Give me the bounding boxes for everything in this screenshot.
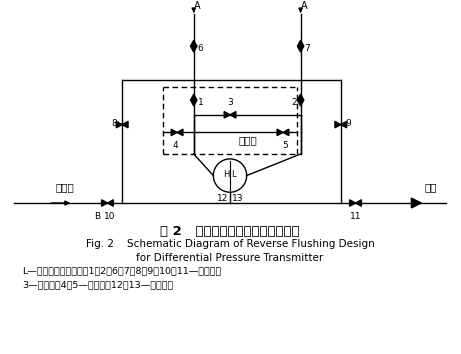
Text: 五阀组: 五阀组 [238, 135, 257, 145]
Text: 11: 11 [350, 212, 361, 221]
Polygon shape [190, 100, 197, 106]
Text: H: H [223, 170, 229, 179]
Text: for Differential Pressure Transmitter: for Differential Pressure Transmitter [136, 253, 324, 263]
Text: 地漏: 地漏 [424, 182, 437, 192]
Polygon shape [297, 94, 304, 100]
Polygon shape [190, 94, 197, 100]
Text: 12: 12 [217, 194, 228, 203]
Polygon shape [283, 129, 289, 136]
Polygon shape [277, 129, 283, 136]
Text: 反冲水: 反冲水 [56, 182, 75, 192]
Polygon shape [349, 200, 355, 206]
Polygon shape [297, 46, 304, 52]
Polygon shape [101, 200, 107, 206]
Polygon shape [224, 112, 230, 118]
Text: 1: 1 [198, 97, 203, 107]
Text: 10: 10 [104, 212, 115, 221]
Text: 13: 13 [232, 194, 243, 203]
Text: 5: 5 [282, 141, 288, 150]
Text: 7: 7 [305, 44, 310, 53]
Text: Fig. 2    Schematic Diagram of Reverse Flushing Design: Fig. 2 Schematic Diagram of Reverse Flus… [86, 239, 374, 249]
Polygon shape [411, 198, 421, 208]
Polygon shape [335, 121, 341, 128]
Text: 4: 4 [172, 141, 178, 150]
Text: 9: 9 [346, 119, 351, 128]
Text: L: L [231, 170, 236, 179]
Polygon shape [230, 112, 236, 118]
Polygon shape [122, 121, 128, 128]
Polygon shape [116, 121, 122, 128]
Text: 8: 8 [112, 119, 117, 128]
Polygon shape [171, 129, 177, 136]
Text: B: B [95, 212, 100, 221]
Text: L—压力变送器低压侧；1、2、6、7、8、9、10、11—截止阀；: L—压力变送器低压侧；1、2、6、7、8、9、10、11—截止阀； [22, 267, 221, 276]
Polygon shape [177, 129, 183, 136]
Polygon shape [190, 40, 197, 46]
Polygon shape [355, 200, 361, 206]
Polygon shape [190, 46, 197, 52]
Text: 图 2   差压变送器反冲水设计示意图: 图 2 差压变送器反冲水设计示意图 [160, 224, 300, 238]
Text: A: A [301, 1, 307, 11]
Text: 6: 6 [198, 44, 203, 53]
Polygon shape [297, 100, 304, 106]
Text: 3: 3 [227, 98, 233, 107]
Text: 2: 2 [291, 97, 297, 107]
Polygon shape [107, 200, 113, 206]
Polygon shape [297, 40, 304, 46]
Polygon shape [341, 121, 347, 128]
Text: A: A [194, 1, 201, 11]
Text: 3—平衡阀；4、5—排污阀；12、13—排污丝堵: 3—平衡阀；4、5—排污阀；12、13—排污丝堵 [22, 280, 173, 290]
